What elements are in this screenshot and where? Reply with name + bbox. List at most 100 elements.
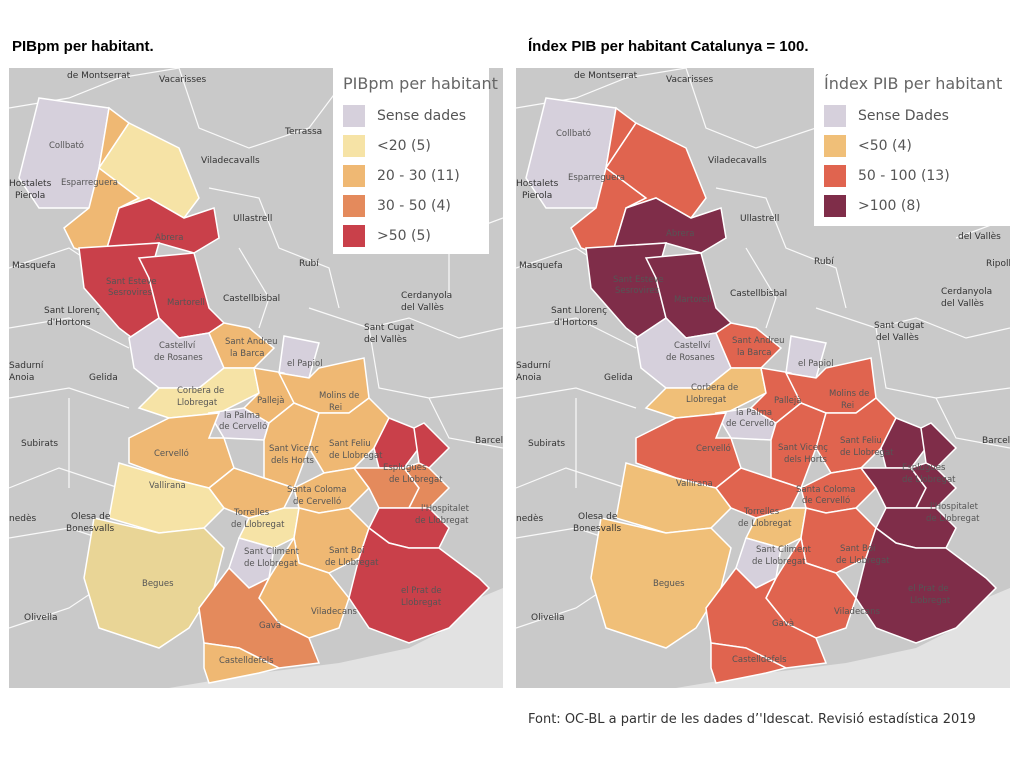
municipality-label: la Barca <box>737 348 772 358</box>
municipality-label: Collbató <box>556 128 591 139</box>
municipality-label: Castelldefels <box>732 655 787 665</box>
municipality-label: el Papiol <box>287 359 323 369</box>
legend-title: PIBpm per habitant <box>343 74 498 93</box>
municipality-label: Castellví <box>159 341 196 351</box>
municipality-label: Cervelló <box>696 443 731 454</box>
municipality-label: Llobregat <box>177 398 218 408</box>
place-label: del Vallès <box>876 332 919 343</box>
place-label: Bonesvalls <box>66 524 114 534</box>
municipality-label: Corbera de <box>177 386 224 396</box>
legend-label: 30 - 50 (4) <box>377 198 451 214</box>
legend-title: Índex PIB per habitant <box>824 74 1003 93</box>
right-map-title: Índex PIB per habitant Catalunya = 100. <box>528 38 809 55</box>
municipality-label: Viladecans <box>311 607 357 617</box>
municipality-label: l'Hospitalet <box>421 504 470 514</box>
municipality-label: la Barca <box>230 349 265 359</box>
municipality-label: Cervelló <box>154 448 189 459</box>
municipality-label: Begues <box>142 579 174 589</box>
municipality-label: Begues <box>653 579 685 589</box>
municipality-label: Sant Andreu <box>225 337 278 347</box>
place-label: Viladecavalls <box>708 156 767 166</box>
municipality-label: Vallirana <box>149 481 186 491</box>
municipality-label: Esplugues <box>383 463 427 473</box>
right-municipality-polygons <box>525 97 998 684</box>
municipality-label: Corbera de <box>691 383 738 393</box>
municipality-label: el Prat de <box>401 586 442 596</box>
right-map-svg: de Montserrat Vacarisses Viladecavalls H… <box>516 68 1010 688</box>
place-label: de Montserrat <box>67 71 131 81</box>
municipality-label: Esplugues <box>902 463 946 473</box>
place-label: Terrassa <box>284 127 322 137</box>
municipality-label: Molins de <box>829 389 869 399</box>
municipality-label: Abrera <box>155 233 183 243</box>
municipality-label: Santa Coloma <box>287 485 346 495</box>
municipality-label: Molins de <box>319 391 359 401</box>
municipality-label: Sant Climent <box>756 545 812 555</box>
municipality-label: la Palma <box>224 411 260 421</box>
municipality-label: Sant Esteve <box>106 277 157 287</box>
place-label: Hostalets <box>9 179 52 189</box>
municipality-label: Torrelles <box>233 508 270 518</box>
source-note: Font: OC-BL a partir de les dades d’'Ide… <box>528 712 976 727</box>
municipality-label: dels Horts <box>784 455 828 465</box>
place-label: d'Hortons <box>554 318 598 328</box>
municipality-label: de Llobregat <box>231 520 285 530</box>
legend-swatch <box>343 135 365 157</box>
place-label: d'Hortons <box>47 318 91 328</box>
place-label: Vacarisses <box>159 75 207 85</box>
place-label: Masquefa <box>12 261 56 271</box>
municipality-label: l'Hospitalet <box>930 502 979 512</box>
municipality-label: Llobregat <box>686 395 727 405</box>
municipality-label: Vallirana <box>676 479 713 489</box>
legend-label: <50 (4) <box>858 138 912 154</box>
municipality-label: Martorell <box>167 298 205 308</box>
place-label: Gelida <box>89 373 118 383</box>
place-label: Sadurní <box>9 361 44 371</box>
municipality-label: Martorell <box>674 295 712 305</box>
legend-label: >50 (5) <box>377 228 431 244</box>
legend-swatch <box>824 165 846 187</box>
legend-swatch <box>824 105 846 127</box>
legend-item: 30 - 50 (4) <box>343 191 479 221</box>
municipality-label: de Llobregat <box>902 475 956 485</box>
place-label: Subirats <box>528 439 565 449</box>
place-label: Ullastrell <box>740 214 779 224</box>
municipality-label: de Llobregat <box>329 451 383 461</box>
municipality-label: Sant Andreu <box>732 336 785 346</box>
municipality-label: Sesrovires <box>615 286 659 296</box>
municipality-label: de Llobregat <box>752 557 806 567</box>
municipality-label: de Rosanes <box>154 353 203 363</box>
place-label: Gelida <box>604 373 633 383</box>
municipality-label: Torrelles <box>743 507 780 517</box>
legend-item: 50 - 100 (13) <box>824 161 1000 191</box>
legend-swatch <box>343 105 365 127</box>
municipality-label: Sant Boi <box>840 544 875 554</box>
place-label: Anoia <box>9 373 34 383</box>
place-label: del Vallès <box>401 302 444 313</box>
legend-item: <20 (5) <box>343 131 479 161</box>
municipality-label: Sant Vicenç <box>269 444 319 454</box>
municipality-label: de Rosanes <box>666 353 715 363</box>
municipality-label: Pallejà <box>257 396 284 406</box>
place-label: Ullastrell <box>233 214 272 224</box>
municipality-label: Castellví <box>674 341 711 351</box>
left-map-svg: de Montserrat Vacarisses Terrassa Vilade… <box>9 68 503 688</box>
place-label: Olesa de <box>71 512 111 522</box>
right-map-legend: Índex PIB per habitant Sense Dades <50 (… <box>814 68 1010 226</box>
municipality-label: de Llobregat <box>244 559 298 569</box>
municipality-label: de Llobregat <box>738 519 792 529</box>
municipality-label: de Llobregat <box>415 516 469 526</box>
left-municipality-polygons <box>18 97 491 684</box>
municipality-label: de Llobregat <box>836 556 890 566</box>
municipality-label: Rei <box>329 403 342 413</box>
municipality-label: el Prat de <box>908 584 949 594</box>
place-label: Barcelo <box>982 436 1010 446</box>
place-label: del Vallès <box>958 231 1001 242</box>
legend-swatch <box>343 195 365 217</box>
legend-item: >100 (8) <box>824 191 1000 221</box>
municipality-label: Castelldefels <box>219 656 274 666</box>
municipality-label: Gavà <box>259 621 281 631</box>
municipality-label: dels Horts <box>271 456 315 466</box>
municipality-label: Viladecans <box>834 607 880 617</box>
municipality-label: Pallejà <box>774 396 801 406</box>
